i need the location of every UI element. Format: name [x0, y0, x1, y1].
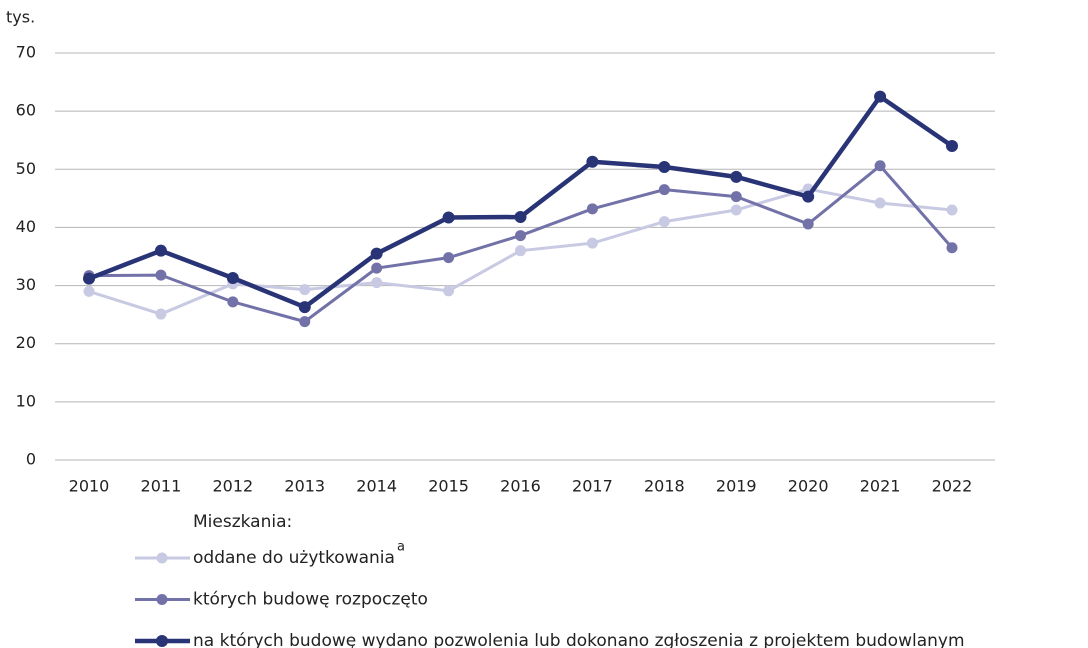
y-tick-label: 20 — [16, 333, 36, 352]
legend-label: oddane do użytkowania — [193, 548, 395, 568]
x-tick-label: 2018 — [644, 477, 685, 496]
legend-title: Mieszkania: — [193, 512, 292, 532]
y-tick-label: 0 — [26, 450, 36, 469]
data-point — [83, 272, 95, 285]
x-tick-label: 2014 — [356, 477, 397, 496]
y-tick-label: 10 — [16, 391, 36, 410]
data-point — [371, 262, 383, 274]
data-point — [802, 218, 814, 230]
data-point — [155, 269, 167, 281]
data-point — [874, 197, 886, 209]
data-point — [586, 203, 598, 215]
data-point — [874, 90, 887, 103]
data-point — [514, 210, 527, 223]
y-axis-unit: tys. — [6, 8, 35, 27]
data-point — [515, 245, 526, 257]
legend-swatch-marker — [156, 552, 168, 564]
data-point — [730, 191, 742, 203]
legend-swatch-marker — [156, 594, 168, 605]
series-line — [88, 164, 954, 324]
legend-note: a — [397, 540, 405, 555]
x-tick-label: 2022 — [932, 477, 973, 496]
data-point — [298, 301, 311, 314]
x-tick-label: 2010 — [69, 477, 110, 496]
x-tick-label: 2017 — [572, 477, 613, 496]
data-point — [730, 170, 743, 183]
x-tick-label: 2016 — [500, 477, 541, 496]
x-tick-label: 2020 — [788, 477, 829, 496]
data-point — [802, 190, 815, 203]
legend-swatch-marker — [156, 635, 168, 647]
data-point — [227, 296, 239, 308]
x-tick-label: 2011 — [141, 477, 182, 496]
y-tick-label: 60 — [16, 101, 36, 120]
data-point — [154, 244, 167, 257]
data-point — [515, 230, 526, 242]
data-point — [658, 184, 670, 196]
data-point — [299, 284, 311, 296]
data-point — [442, 211, 455, 224]
x-tick-label: 2013 — [284, 477, 325, 496]
data-point — [658, 216, 670, 228]
data-point — [370, 247, 383, 260]
data-point — [443, 252, 455, 264]
legend-label: na których budowę wydano pozwolenia lub … — [193, 631, 965, 648]
data-point — [946, 242, 958, 254]
data-point — [586, 155, 599, 168]
data-point — [658, 160, 671, 173]
data-point — [946, 204, 958, 216]
legend-label: których budowę rozpoczęto — [193, 590, 428, 610]
x-tick-label: 2015 — [428, 477, 469, 496]
data-point — [226, 272, 239, 285]
data-point — [874, 160, 886, 172]
x-tick-label: 2019 — [716, 477, 757, 496]
x-tick-label: 2012 — [212, 477, 253, 496]
y-tick-label: 50 — [16, 159, 36, 178]
x-tick-label: 2021 — [860, 477, 901, 496]
series-line — [88, 94, 954, 310]
y-tick-label: 30 — [16, 275, 36, 294]
data-point — [443, 285, 455, 297]
data-point — [155, 308, 167, 320]
y-tick-label: 40 — [16, 217, 36, 236]
y-tick-label: 70 — [16, 43, 36, 62]
data-point — [83, 285, 95, 297]
data-point — [371, 277, 383, 289]
data-point — [586, 237, 598, 249]
data-point — [299, 316, 311, 328]
data-point — [946, 140, 958, 153]
data-point — [730, 204, 742, 216]
